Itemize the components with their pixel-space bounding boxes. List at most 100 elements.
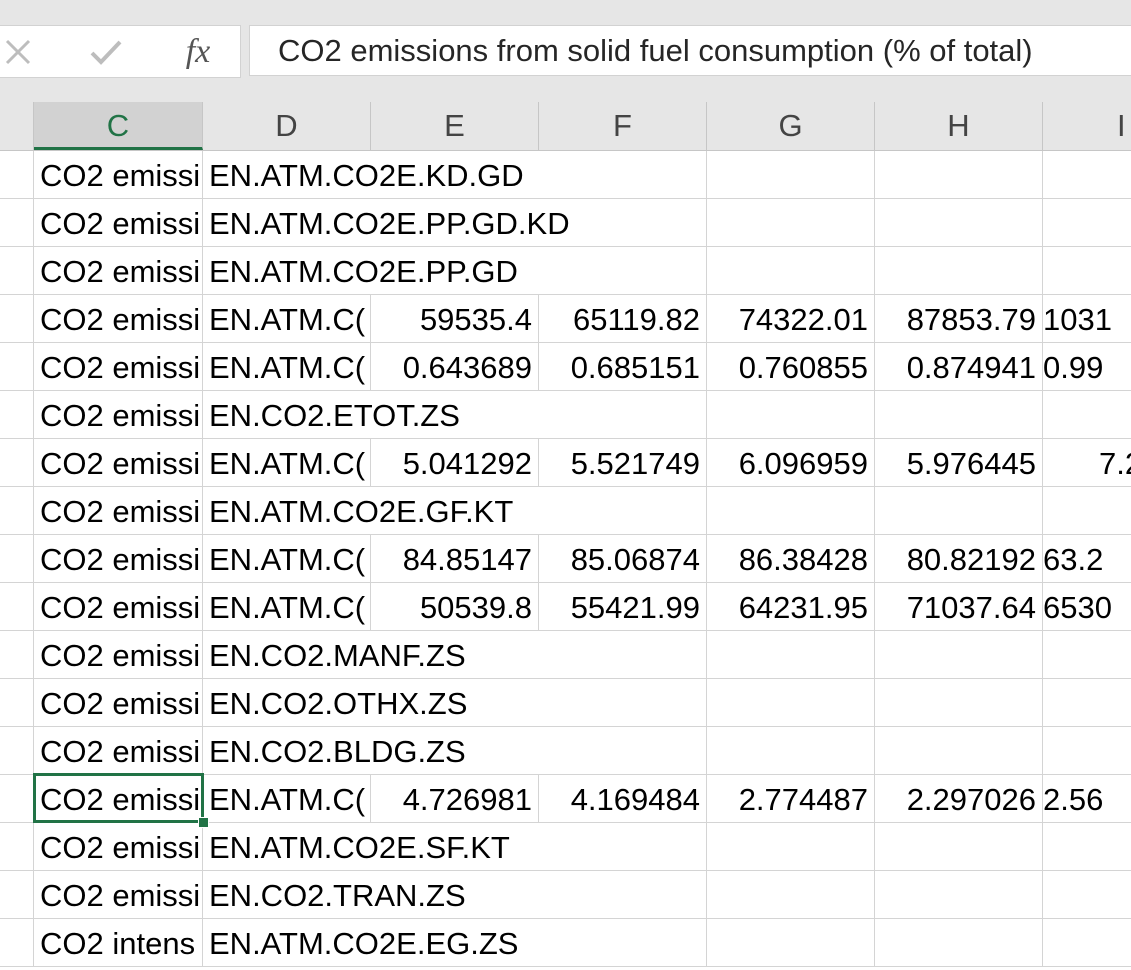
cell-c[interactable]: CO2 emissi xyxy=(34,775,203,823)
cell-d[interactable]: EN.ATM.C( xyxy=(203,439,371,487)
cell-i[interactable] xyxy=(1043,151,1131,199)
cell-d[interactable]: EN.ATM.CO2E.EG.ZS xyxy=(203,919,518,967)
cell-c[interactable]: CO2 emissi xyxy=(34,727,203,775)
cell-i[interactable] xyxy=(1043,487,1131,535)
cell-d[interactable]: EN.ATM.CO2E.KD.GD xyxy=(203,151,524,199)
cell-f[interactable]: 4.169484 xyxy=(539,775,707,823)
cell-c[interactable]: CO2 emissi xyxy=(34,343,203,391)
cell-e[interactable]: 84.85147 xyxy=(371,535,539,583)
cell-f[interactable] xyxy=(539,391,707,439)
cell-f[interactable]: 55421.99 xyxy=(539,583,707,631)
cell-d[interactable]: EN.ATM.C( xyxy=(203,343,371,391)
cell-f[interactable] xyxy=(539,871,707,919)
cell-h[interactable] xyxy=(875,727,1043,775)
cell-e[interactable] xyxy=(371,199,539,247)
cell-e[interactable] xyxy=(371,247,539,295)
cell-h[interactable] xyxy=(875,679,1043,727)
cell-h[interactable] xyxy=(875,631,1043,679)
cell-e[interactable]: 0.643689 xyxy=(371,343,539,391)
column-header-e[interactable]: E xyxy=(371,102,539,150)
cell-f[interactable]: 0.685151 xyxy=(539,343,707,391)
cell-c[interactable]: CO2 emissi xyxy=(34,871,203,919)
cell-h[interactable] xyxy=(875,247,1043,295)
cell-i[interactable]: 7.2 xyxy=(1043,439,1131,487)
cell-c[interactable]: CO2 emissi xyxy=(34,151,203,199)
cell-f[interactable] xyxy=(539,919,707,967)
cell-g[interactable]: 74322.01 xyxy=(707,295,875,343)
cell-c[interactable]: CO2 emissi xyxy=(34,583,203,631)
cell-i[interactable]: 63.2 xyxy=(1043,535,1131,583)
cell-i[interactable] xyxy=(1043,871,1131,919)
cell-d[interactable]: EN.CO2.OTHX.ZS xyxy=(203,679,467,727)
cell-d[interactable]: EN.CO2.ETOT.ZS xyxy=(203,391,460,439)
cell-e[interactable]: 59535.4 xyxy=(371,295,539,343)
cell-d[interactable]: EN.CO2.MANF.ZS xyxy=(203,631,466,679)
cell-d[interactable]: EN.ATM.C( xyxy=(203,583,371,631)
cell-h[interactable]: 0.874941 xyxy=(875,343,1043,391)
cell-i[interactable]: 2.56 xyxy=(1043,775,1131,823)
cell-i[interactable]: 6530 xyxy=(1043,583,1131,631)
cell-i[interactable] xyxy=(1043,919,1131,967)
cell-g[interactable] xyxy=(707,487,875,535)
cell-c[interactable]: CO2 emissi xyxy=(34,631,203,679)
cell-h[interactable]: 80.82192 xyxy=(875,535,1043,583)
cell-h[interactable] xyxy=(875,871,1043,919)
cell-f[interactable] xyxy=(539,247,707,295)
cell-g[interactable] xyxy=(707,151,875,199)
cell-c[interactable]: CO2 emissi xyxy=(34,535,203,583)
cell-g[interactable]: 64231.95 xyxy=(707,583,875,631)
cell-f[interactable] xyxy=(539,199,707,247)
cell-i[interactable] xyxy=(1043,823,1131,871)
cell-d[interactable]: EN.CO2.BLDG.ZS xyxy=(203,727,466,775)
cell-c[interactable]: CO2 emissi xyxy=(34,679,203,727)
column-header-i[interactable]: I xyxy=(1117,108,1126,143)
cell-e[interactable] xyxy=(371,487,539,535)
cell-i[interactable] xyxy=(1043,247,1131,295)
cell-g[interactable] xyxy=(707,247,875,295)
cell-f[interactable] xyxy=(539,631,707,679)
cell-d[interactable]: EN.ATM.CO2E.SF.KT xyxy=(203,823,510,871)
cell-g[interactable] xyxy=(707,823,875,871)
column-header-h[interactable]: H xyxy=(875,102,1043,150)
cell-f[interactable] xyxy=(539,487,707,535)
cell-h[interactable] xyxy=(875,151,1043,199)
cell-g[interactable]: 2.774487 xyxy=(707,775,875,823)
cell-e[interactable]: 50539.8 xyxy=(371,583,539,631)
cell-d[interactable]: EN.ATM.C( xyxy=(203,775,371,823)
cell-g[interactable]: 86.38428 xyxy=(707,535,875,583)
cell-g[interactable] xyxy=(707,871,875,919)
cell-h[interactable]: 2.297026 xyxy=(875,775,1043,823)
cell-f[interactable] xyxy=(539,727,707,775)
cell-f[interactable] xyxy=(539,823,707,871)
cell-c[interactable]: CO2 emissi xyxy=(34,295,203,343)
cell-c[interactable]: CO2 emissi xyxy=(34,439,203,487)
cell-g[interactable]: 6.096959 xyxy=(707,439,875,487)
fill-handle[interactable] xyxy=(198,817,209,828)
cell-g[interactable] xyxy=(707,679,875,727)
cell-d[interactable]: EN.ATM.C( xyxy=(203,535,371,583)
cell-i[interactable] xyxy=(1043,391,1131,439)
cell-c[interactable]: CO2 emissi xyxy=(34,487,203,535)
cell-e[interactable]: 5.041292 xyxy=(371,439,539,487)
cell-d[interactable]: EN.ATM.CO2E.PP.GD.KD xyxy=(203,199,570,247)
cell-i[interactable] xyxy=(1043,679,1131,727)
cell-e[interactable] xyxy=(371,631,539,679)
insert-function-button[interactable]: fx xyxy=(176,26,220,77)
cell-c[interactable]: CO2 emissi xyxy=(34,247,203,295)
column-header-d[interactable]: D xyxy=(203,102,371,150)
cell-i[interactable]: 0.99 xyxy=(1043,343,1131,391)
cell-i[interactable] xyxy=(1043,631,1131,679)
cell-e[interactable] xyxy=(371,151,539,199)
cell-c[interactable]: CO2 intens xyxy=(34,919,203,967)
cell-e[interactable] xyxy=(371,823,539,871)
cell-e[interactable] xyxy=(371,871,539,919)
cell-e[interactable] xyxy=(371,727,539,775)
cell-g[interactable] xyxy=(707,727,875,775)
cell-c[interactable]: CO2 emissi xyxy=(34,199,203,247)
cell-f[interactable]: 85.06874 xyxy=(539,535,707,583)
formula-input[interactable]: CO2 emissions from solid fuel consumptio… xyxy=(249,25,1131,76)
cell-e[interactable]: 4.726981 xyxy=(371,775,539,823)
cell-h[interactable]: 71037.64 xyxy=(875,583,1043,631)
cell-h[interactable]: 5.976445 xyxy=(875,439,1043,487)
cancel-entry-button[interactable] xyxy=(0,26,36,77)
